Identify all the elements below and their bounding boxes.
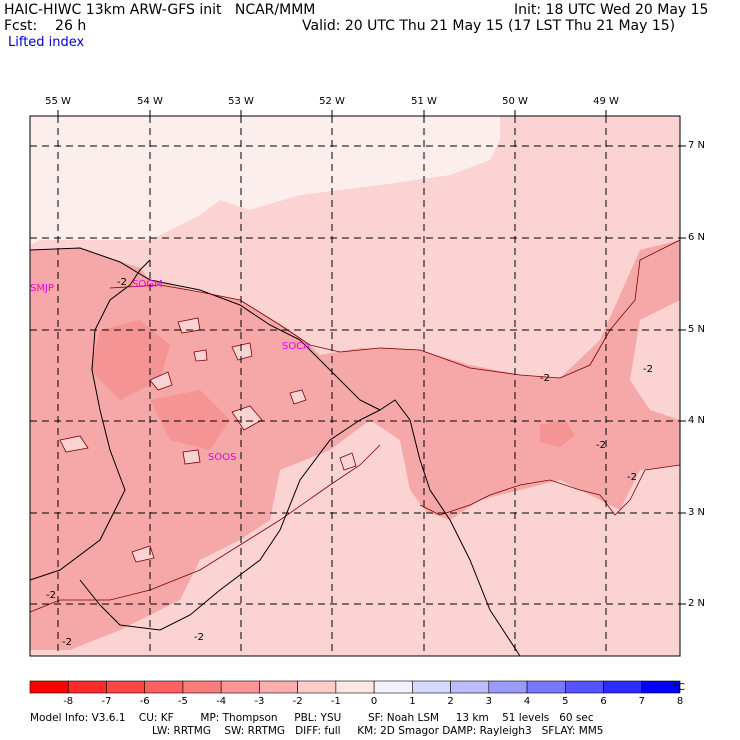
colorbar-swatch <box>106 680 146 694</box>
contour-minus2-east <box>419 464 681 516</box>
contour-label: -2 <box>62 637 72 648</box>
lat-label: 3 N <box>688 507 706 518</box>
colorbar-swatch <box>259 680 298 694</box>
lon-label: 53 W <box>228 96 254 107</box>
lon-label: 50 W <box>502 96 528 107</box>
light-region-north <box>30 116 500 245</box>
contour-label: -2 <box>596 440 606 451</box>
colorbar-swatch <box>526 680 566 694</box>
lat-label: 2 N <box>688 598 706 609</box>
colorbar-tick-label: -2 <box>292 696 303 707</box>
lon-label: 52 W <box>319 96 345 107</box>
contour-blob <box>193 349 208 362</box>
field-name: Lifted index <box>8 35 85 50</box>
colorbar-tick-label: 3 <box>485 696 492 707</box>
strong-blob-east <box>540 420 575 447</box>
contour-blob <box>59 435 89 453</box>
coastline <box>29 247 521 657</box>
light-region-coast <box>260 420 520 656</box>
colorbar-swatch <box>297 680 337 694</box>
colorbar-tick-label: -7 <box>101 696 112 707</box>
lat-label: 4 N <box>688 415 706 426</box>
lat-label: 6 N <box>688 232 706 243</box>
colorbar-swatch <box>67 680 107 694</box>
lon-label: 54 W <box>137 96 163 107</box>
colorbar-tick-label: 1 <box>409 696 416 707</box>
valid-time: Valid: 20 UTC Thu 21 May 15 (17 LST Thu … <box>302 18 676 34</box>
colorbar-swatch <box>450 680 490 694</box>
colorbar-swatch <box>373 680 413 694</box>
colorbar-swatch <box>564 680 604 694</box>
contour-blob <box>182 449 201 465</box>
station-label: SOCA <box>282 341 311 352</box>
colorbar-tick-label: -1 <box>330 696 341 707</box>
colorbar-tick-label: 5 <box>562 696 569 707</box>
colorbar-tick-label: 8 <box>676 696 684 707</box>
colorbar-swatch <box>412 680 451 694</box>
lon-label: 49 W <box>593 96 619 107</box>
colorbar-tick-label: 2 <box>447 696 454 707</box>
forecast-hour: Fcst: 26 h <box>4 18 87 34</box>
contour-label: -2 <box>46 590 56 601</box>
graticule <box>30 116 680 656</box>
contour-blob <box>231 342 253 361</box>
colorbar-swatch <box>335 680 375 694</box>
contour-blob <box>131 545 155 563</box>
border-line-south <box>79 409 381 631</box>
station-label: SMJP <box>30 283 54 294</box>
colorbar-tick-label: 6 <box>600 696 607 707</box>
contour-label: -2 <box>643 364 653 375</box>
colorbar-swatch <box>488 680 528 694</box>
colorbar-tick-label: 4 <box>523 696 531 707</box>
colorbar-swatch <box>29 680 69 694</box>
map-frame <box>29 115 681 657</box>
station-label: SOGM <box>132 279 163 290</box>
colorbar-swatch <box>220 680 260 694</box>
contour-blob <box>231 405 263 431</box>
contour-minus2-north <box>109 239 681 379</box>
lon-label: 51 W <box>411 96 437 107</box>
contour-label: -2 <box>540 373 550 384</box>
colorbar-tick-label: 7 <box>638 696 645 707</box>
lat-label: 5 N <box>688 324 706 335</box>
colorbar <box>29 680 681 694</box>
model-info-line1: Model Info: V3.6.1 CU: KF MP: Thompson P… <box>30 712 594 724</box>
colorbar-tick-label: 0 <box>370 696 378 707</box>
model-title: HAIC-HIWC 13km ARW-GFS init NCAR/MMM <box>4 2 316 18</box>
colorbar-swatch <box>182 680 222 694</box>
station-label: SOOS <box>208 452 237 463</box>
colorbar-tick-label: -4 <box>216 696 227 707</box>
contour-label: -2 <box>627 472 637 483</box>
colorbar-tick-label: -8 <box>63 696 74 707</box>
contour-minus2-south <box>29 444 381 613</box>
init-time: Init: 18 UTC Wed 20 May 15 <box>514 2 709 18</box>
colorbar-tick-label: -6 <box>139 696 150 707</box>
colorbar-swatch <box>641 680 681 694</box>
contour-label: -2 <box>117 277 127 288</box>
colorbar-unit: °C <box>673 682 685 693</box>
tick-marks <box>57 110 686 605</box>
colorbar-tick-label: -5 <box>177 696 188 707</box>
model-info-line2: LW: RRTMG SW: RRTMG DIFF: full KM: 2D Sm… <box>152 725 604 737</box>
colorbar-swatch <box>603 680 643 694</box>
contour-label: -2 <box>194 632 204 643</box>
contour-blob <box>339 452 357 471</box>
lat-label: 7 N <box>688 140 706 151</box>
strong-blob-center <box>150 390 230 450</box>
contour-blob <box>289 389 307 405</box>
lon-label: 55 W <box>45 96 71 107</box>
colorbar-tick-label: -3 <box>254 696 265 707</box>
border-line-west <box>29 259 151 581</box>
colorbar-swatch <box>144 680 184 694</box>
contour-blob <box>149 371 173 391</box>
